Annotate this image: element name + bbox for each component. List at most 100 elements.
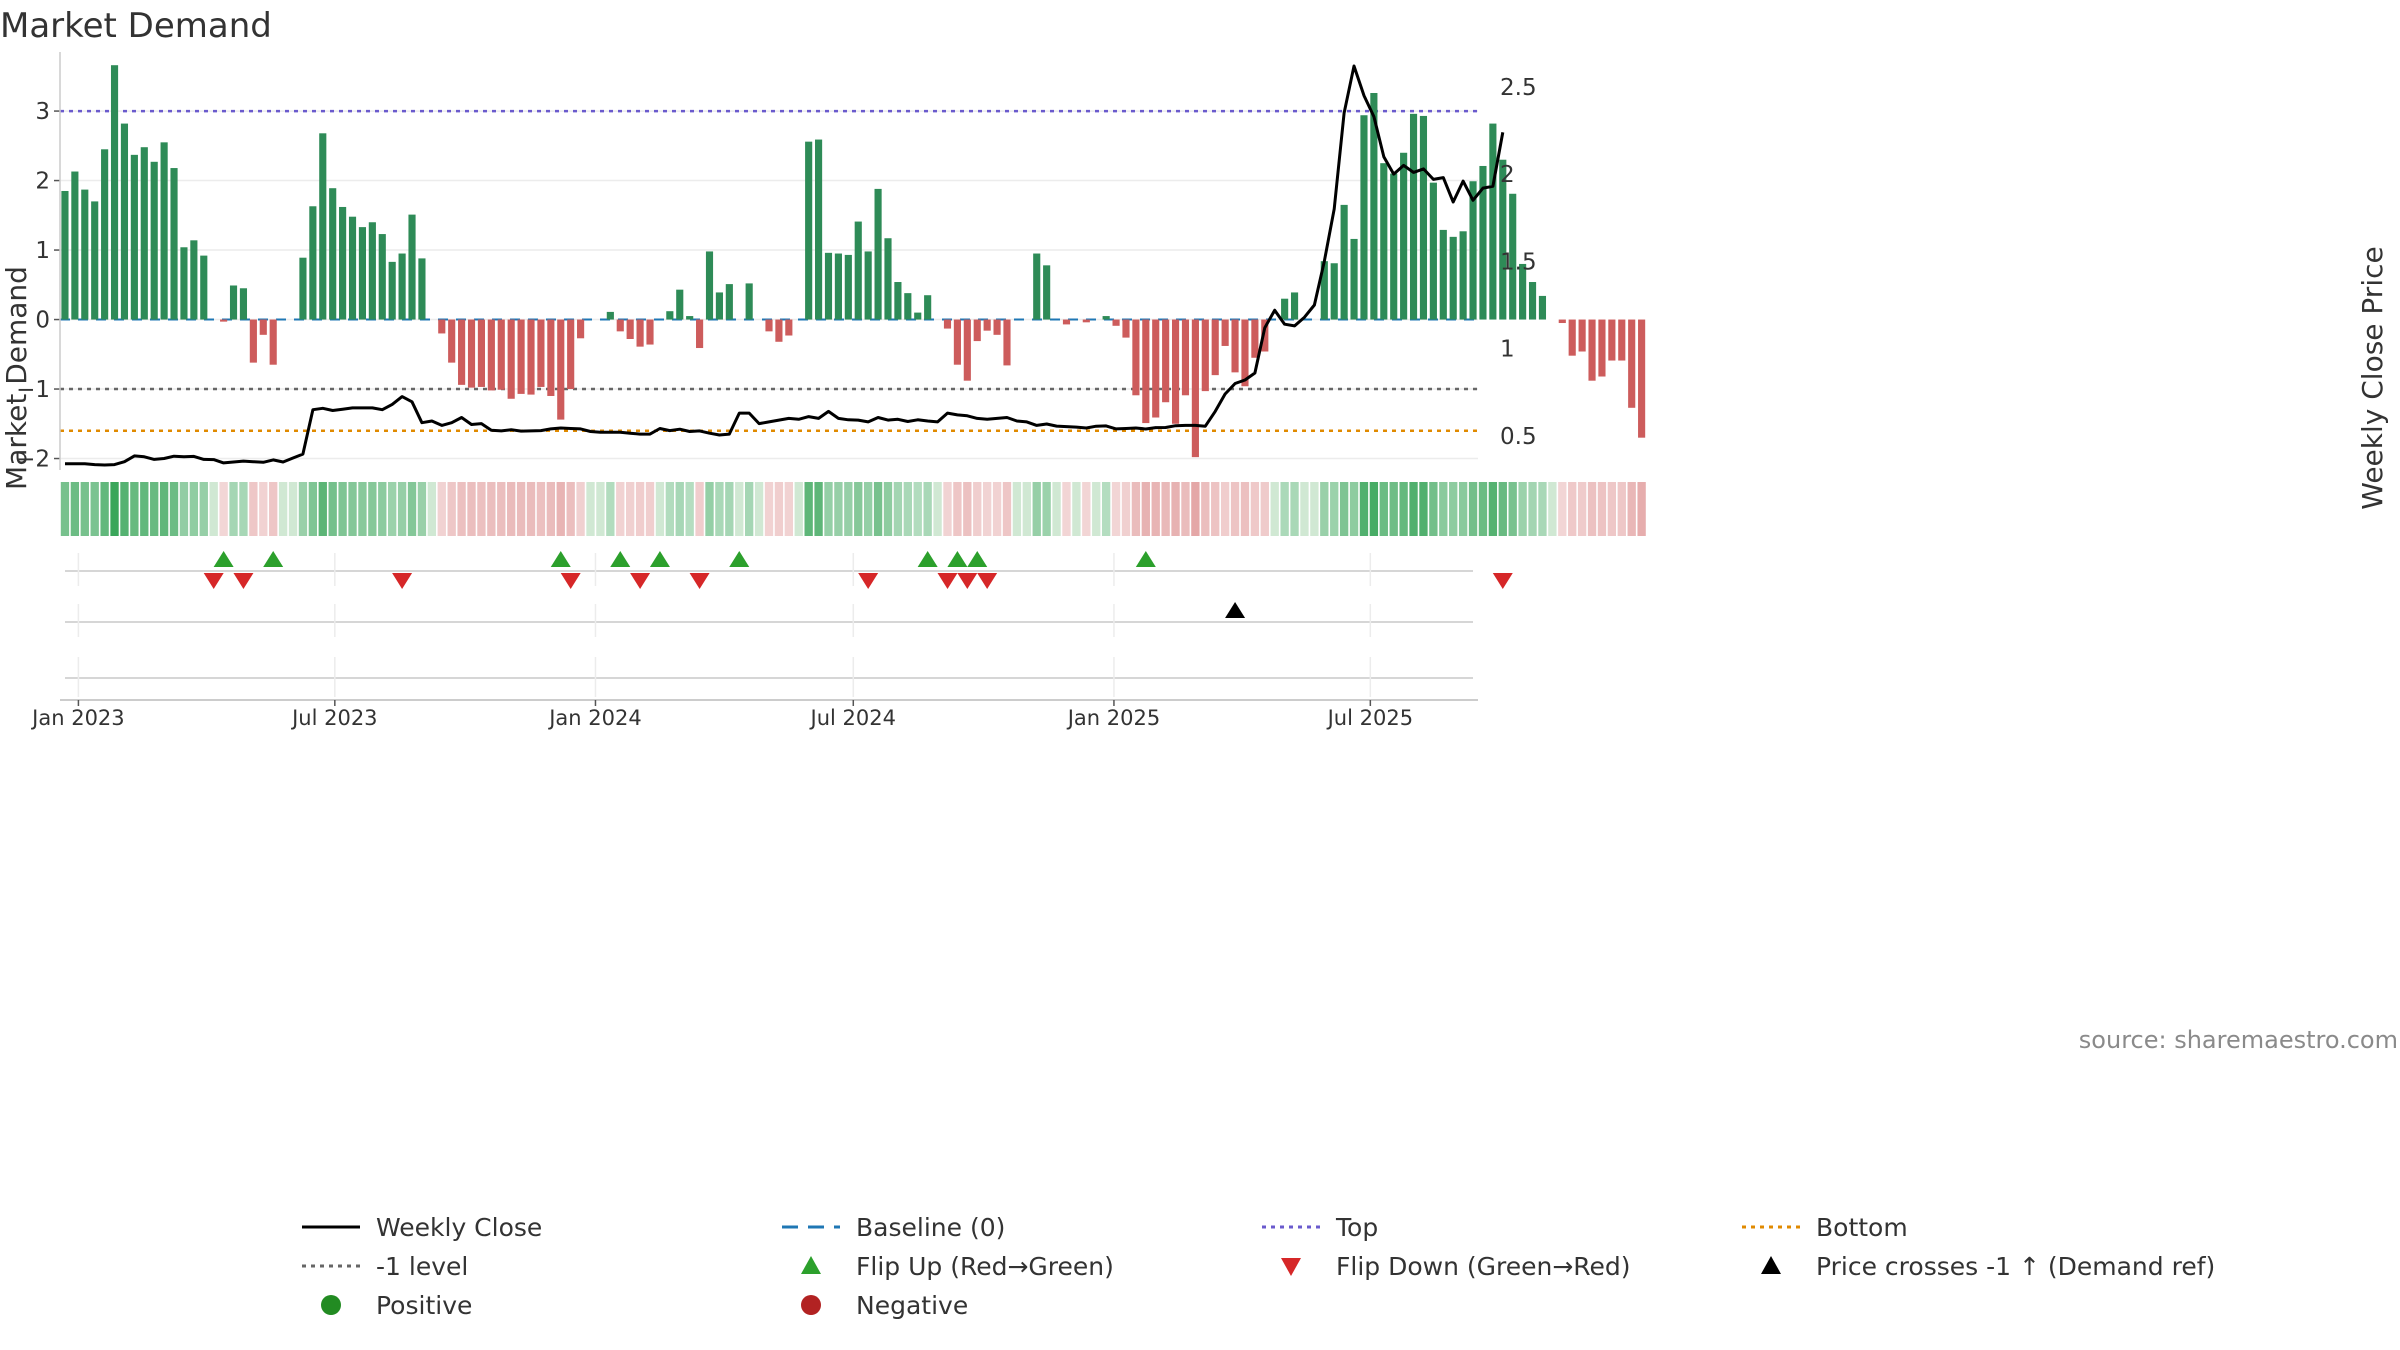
heat-strip-cell — [1597, 482, 1607, 536]
demand-bar — [1162, 319, 1170, 403]
heat-strip-cell — [1260, 482, 1269, 536]
heat-strip-cell — [269, 482, 278, 536]
heat-strip-cell — [1171, 482, 1180, 536]
demand-bar — [1290, 292, 1299, 320]
demand-bar — [200, 255, 208, 320]
flip-down-marker — [937, 573, 958, 589]
demand-bar — [160, 142, 168, 320]
heat-strip-cell — [159, 482, 169, 536]
heat-strip-cell — [635, 482, 645, 536]
demand-bar — [527, 319, 535, 395]
flip-up-marker — [1135, 551, 1156, 567]
heat-strip-cell — [1092, 482, 1101, 536]
heat-strip-cell — [1419, 482, 1428, 536]
demand-bar — [1449, 236, 1457, 320]
heat-strip-cell — [854, 482, 863, 536]
heat-strip-cell — [645, 482, 655, 536]
demand-bar — [1380, 163, 1388, 320]
heat-strip-cell — [1538, 482, 1547, 536]
heat-strip-cell — [417, 482, 427, 536]
legend-flip-up: Flip Up (Red→Green) — [780, 1249, 1114, 1283]
heat-strip-cell — [794, 482, 803, 536]
demand-bar — [1231, 319, 1239, 373]
heat-strip-cell — [725, 482, 734, 536]
chart-title: Market Demand — [0, 6, 272, 46]
demand-bar — [1409, 113, 1418, 320]
heat-strip-cell — [606, 482, 615, 536]
heat-strip-cell — [378, 482, 387, 536]
demand-bar — [319, 133, 327, 320]
heat-strip-cell — [100, 482, 109, 536]
signal-markers: Jan 2023 Jul 2023 Jan 2024 Jul 2024 Jan 2025… — [30, 551, 1513, 730]
demand-bar — [1082, 319, 1090, 323]
demand-bar — [190, 240, 198, 320]
demand-bar — [1003, 319, 1011, 366]
heat-strip-cell — [556, 482, 565, 536]
heat-strip-cell — [675, 482, 684, 536]
heat-strip-cell — [586, 482, 595, 536]
heat-strip-cell — [1568, 482, 1577, 536]
demand-bar — [1509, 193, 1517, 320]
demand-bar — [1489, 123, 1497, 320]
heat-strip-cell — [1022, 482, 1031, 536]
flip-down-marker — [203, 573, 224, 589]
demand-bar — [973, 319, 981, 342]
demand-bar — [884, 238, 892, 320]
heat-strip-cell — [110, 482, 119, 536]
heat-strip-cell — [467, 482, 476, 536]
demand-bar — [1132, 319, 1140, 396]
x-tick-label: Jul 2025 — [1326, 706, 1413, 730]
demand-bar — [339, 206, 347, 320]
y-tick-label-left: 3 — [35, 99, 50, 125]
legend-top: Top — [1260, 1210, 1378, 1244]
heat-strip-cell — [943, 482, 952, 536]
heat-strip-cell — [1240, 482, 1250, 536]
demand-bar — [676, 289, 684, 320]
heat-strip-cell — [397, 482, 407, 536]
heat-strip-cell — [179, 482, 189, 536]
legend-weekly-close: Weekly Close — [300, 1210, 542, 1244]
demand-bar — [1469, 181, 1477, 320]
demand-bar — [983, 319, 991, 331]
heat-strip-cell — [516, 482, 526, 536]
demand-bar — [616, 319, 624, 332]
demand-bar — [487, 319, 495, 391]
demand-bar — [1370, 93, 1378, 320]
heat-strip-cell — [1141, 482, 1150, 536]
legend-minus-one-level: -1 level — [300, 1249, 468, 1283]
demand-bar — [130, 154, 138, 320]
demand-bar — [239, 288, 248, 320]
demand-bar — [249, 319, 257, 363]
heat-strip-cell — [863, 482, 873, 536]
heat-strip-cell — [745, 482, 754, 536]
demand-bar — [626, 319, 634, 339]
demand-bar — [348, 216, 357, 320]
demand-bar — [309, 206, 317, 320]
price-line-layer — [65, 64, 1505, 467]
demand-bar — [1479, 165, 1487, 320]
circle-icon — [780, 1293, 842, 1317]
x-tick-label: Jul 2024 — [809, 706, 896, 730]
heat-strip-cell — [90, 482, 99, 536]
heat-strip-cell — [199, 482, 208, 536]
flip-up-marker — [550, 551, 571, 567]
y-tick-label-right: 1.5 — [1500, 249, 1537, 275]
heat-strip-cell — [1409, 482, 1418, 536]
flip-down-marker — [233, 573, 254, 589]
legend-label: Negative — [856, 1290, 969, 1320]
heat-strip-cell — [735, 482, 744, 536]
flip-up-marker — [947, 551, 968, 567]
demand-bar — [1211, 319, 1219, 376]
x-tick-label: Jan 2025 — [1066, 706, 1161, 730]
demand-bar — [606, 311, 614, 320]
heat-strip-cell — [1359, 482, 1369, 536]
demand-bar — [358, 227, 367, 320]
circle-icon — [300, 1293, 362, 1317]
heat-strip-cell — [1518, 482, 1527, 536]
heat-strip-cell — [1607, 482, 1617, 536]
triangle-down-icon — [1260, 1254, 1322, 1278]
demand-bar — [1429, 182, 1437, 320]
flip-down-marker — [977, 573, 998, 589]
heat-strip-cell — [1548, 482, 1557, 536]
demand-bar — [953, 319, 961, 365]
